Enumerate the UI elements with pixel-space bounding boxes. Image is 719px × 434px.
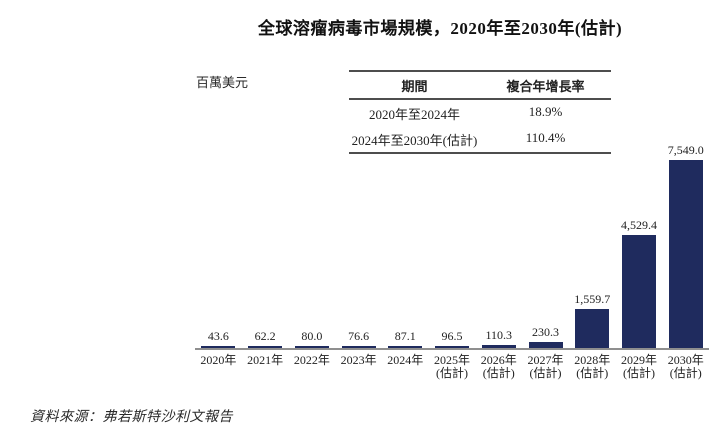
- x-tick-2030年: 2030年 (估計): [662, 354, 709, 380]
- x-tick-year: 2022年: [293, 353, 330, 367]
- bar-value-label: 110.3: [485, 328, 513, 342]
- bar-2023年: [341, 346, 376, 348]
- cagr-table-row-2024-2030: 2024年至2030年(估計) 110.4%: [349, 126, 611, 152]
- x-tick-2024年: 2024年: [382, 354, 429, 380]
- x-tick-estimate-note: (估計): [482, 366, 515, 380]
- cagr-value-cell: 18.9%: [528, 104, 563, 119]
- bar-value-label: 96.5: [441, 329, 463, 343]
- x-tick-year: 2026年: [480, 353, 517, 367]
- chart-title: 全球溶瘤病毒市場規模，2020年至2030年(估計): [257, 19, 623, 38]
- cagr-table-header-row: 期間 複合年增長率: [349, 72, 611, 100]
- bar-column-2030年: 7,549.0: [662, 143, 709, 348]
- bar-2025年: [435, 346, 470, 348]
- x-tick-2023年: 2023年: [335, 354, 382, 380]
- x-tick-2021年: 2021年: [242, 354, 289, 380]
- bar-value-label: 87.1: [394, 329, 416, 343]
- bar-column-2020年: 43.6: [195, 329, 242, 348]
- x-tick-2028年: 2028年 (估計): [569, 354, 616, 380]
- bar-column-2021年: 62.2: [242, 329, 289, 348]
- bar-column-2029年: 4,529.4: [616, 218, 663, 348]
- bar-value-label: 76.6: [348, 329, 370, 343]
- x-tick-year: 2020年: [200, 353, 237, 367]
- x-axis-line: [195, 348, 709, 350]
- bar-column-2028年: 1,559.7: [569, 292, 616, 348]
- bar-2030年: [668, 160, 703, 348]
- bar-column-2026年: 110.3: [475, 328, 522, 348]
- cagr-period-cell: 2024年至2030年(估計): [351, 133, 478, 148]
- x-tick-estimate-note: (估計): [436, 366, 469, 380]
- x-axis-labels: 2020年 2021年 2022年 2023年 2024年 2025年 (估計) 2026年(…: [195, 354, 709, 380]
- bar-2028年: [575, 309, 610, 348]
- x-tick-year: 2025年: [434, 353, 471, 367]
- bar-2027年: [528, 342, 563, 348]
- x-tick-year: 2030年: [667, 353, 704, 367]
- x-tick-2020年: 2020年: [195, 354, 242, 380]
- x-tick-year: 2021年: [247, 353, 284, 367]
- bar-value-label: 62.2: [254, 329, 276, 343]
- x-tick-2029年: 2029年 (估計): [616, 354, 663, 380]
- x-tick-estimate-note: (估計): [576, 366, 609, 380]
- x-tick-2022年: 2022年: [288, 354, 335, 380]
- x-tick-2027年: 2027年 (估計): [522, 354, 569, 380]
- bar-2026年: [481, 345, 516, 348]
- x-tick-year: 2024年: [387, 353, 424, 367]
- cagr-value-cell: 110.4%: [525, 130, 566, 145]
- x-tick-2026年: 2026年 (估計): [475, 354, 522, 380]
- bar-column-2027年: 230.3: [522, 325, 569, 348]
- bar-value-label: 4,529.4: [620, 218, 657, 232]
- x-tick-year: 2027年: [527, 353, 564, 367]
- bar-value-label: 230.3: [532, 325, 559, 339]
- x-tick-year: 2029年: [620, 353, 657, 367]
- cagr-table-header-cagr: 複合年增長率: [506, 79, 585, 94]
- bar-value-label: 43.6: [207, 329, 229, 343]
- y-axis-unit-label: 百萬美元: [196, 75, 249, 90]
- cagr-period-cell: 2020年至2024年: [368, 107, 460, 122]
- x-tick-2025年: 2025年 (估計): [429, 354, 476, 380]
- bar-2021年: [248, 346, 283, 348]
- bar-value-label: 80.0: [301, 329, 323, 343]
- cagr-table-header-period: 期間: [401, 79, 428, 94]
- bar-column-2023年: 76.6: [335, 329, 382, 348]
- x-tick-year: 2028年: [574, 353, 611, 367]
- x-tick-year: 2023年: [340, 353, 377, 367]
- bar-column-2022年: 80.0: [288, 329, 335, 348]
- bar-column-2025年: 96.5: [429, 329, 476, 348]
- bar-2029年: [621, 235, 656, 348]
- bar-2024年: [388, 346, 423, 348]
- bar-chart-plot-area: 43.6 62.2 80.0 76.6 87.1 96.5 110.3 230.3 1,559.…: [195, 140, 709, 348]
- x-tick-estimate-note: (估計): [529, 366, 562, 380]
- bar-column-2024年: 87.1: [382, 329, 429, 348]
- x-tick-estimate-note: (估計): [622, 366, 655, 380]
- x-tick-estimate-note: (估計): [669, 366, 702, 380]
- bar-value-label: 7,549.0: [667, 143, 704, 157]
- bar-2022年: [294, 346, 329, 348]
- bar-2020年: [201, 346, 236, 348]
- cagr-table: 期間 複合年增長率 2020年至2024年 18.9% 2024年至2030年(…: [349, 70, 611, 154]
- cagr-table-row-2020-2024: 2020年至2024年 18.9%: [349, 100, 611, 126]
- source-note: 資料來源：弗若斯特沙利文報告: [30, 410, 233, 425]
- bar-value-label: 1,559.7: [574, 292, 611, 306]
